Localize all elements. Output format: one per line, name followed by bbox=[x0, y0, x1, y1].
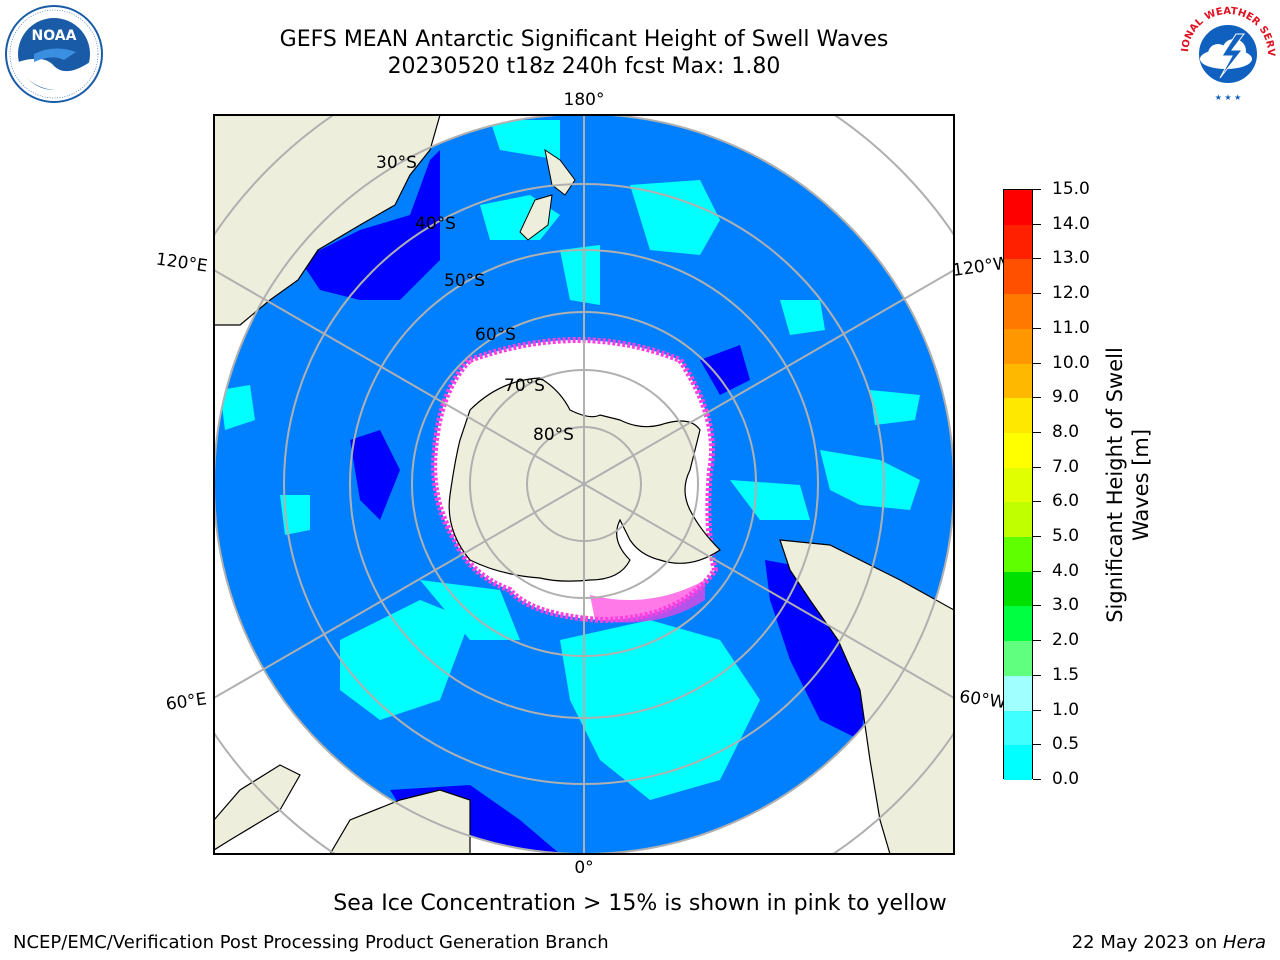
colorbar-label-line2: Waves [m] bbox=[1129, 428, 1153, 542]
colorbar-tick-mark bbox=[1033, 258, 1041, 260]
colorbar-tick-mark bbox=[1033, 327, 1041, 329]
colorbar-tick-mark bbox=[1033, 605, 1041, 607]
colorbar-segment bbox=[1004, 571, 1032, 607]
colorbar-tick-label: 10.0 bbox=[1052, 352, 1090, 373]
lat-label-40s: 40°S bbox=[415, 214, 456, 234]
colorbar-segment bbox=[1004, 710, 1032, 746]
colorbar-tick-label: 5.0 bbox=[1052, 526, 1080, 547]
colorbar-tick-label: 9.0 bbox=[1052, 387, 1080, 408]
colorbar-segment bbox=[1004, 294, 1032, 330]
colorbar-tick-label: 2.0 bbox=[1052, 630, 1080, 651]
nws-logo: NATIONAL WEATHER SERVICE ★ ★ ★ bbox=[1178, 4, 1276, 102]
lat-label-70s: 70°S bbox=[504, 376, 545, 396]
colorbar-tick-mark bbox=[1033, 640, 1041, 642]
colorbar-tick-label: 0.0 bbox=[1052, 769, 1080, 789]
colorbar bbox=[1003, 189, 1033, 781]
footer-date-text: 22 May 2023 on bbox=[1071, 932, 1223, 953]
colorbar-tick-label: 6.0 bbox=[1052, 491, 1080, 512]
colorbar-segment bbox=[1004, 363, 1032, 399]
colorbar-tick-label: 13.0 bbox=[1052, 248, 1090, 269]
chart-title: GEFS MEAN Antarctic Significant Height o… bbox=[279, 27, 889, 52]
colorbar-tick-mark bbox=[1033, 674, 1041, 676]
new-zealand-land bbox=[519, 148, 576, 241]
colorbar-tick-mark bbox=[1033, 709, 1041, 711]
colorbar-tick-mark bbox=[1033, 362, 1041, 364]
colorbar-label-line1: Significant Height of Swell bbox=[1103, 347, 1127, 623]
swell-moderate-regions bbox=[220, 120, 920, 800]
colorbar-tick-mark bbox=[1033, 536, 1041, 538]
lat-label-60s: 60°S bbox=[475, 325, 516, 345]
chart-subtitle: 20230520 t18z 240h fcst Max: 1.80 bbox=[387, 54, 781, 79]
colorbar-segment bbox=[1004, 502, 1032, 538]
colorbar-tick-label: 15.0 bbox=[1052, 179, 1090, 199]
colorbar-tick-label: 11.0 bbox=[1052, 317, 1090, 338]
footer-date: 22 May 2023 on Hera bbox=[1072, 932, 1266, 953]
colorbar-tick-label: 8.0 bbox=[1052, 421, 1080, 442]
colorbar-tick-mark bbox=[1033, 779, 1041, 780]
lat-label-80s: 80°S bbox=[533, 425, 574, 445]
lon-label-60e: 60°E bbox=[165, 689, 208, 714]
map-frame bbox=[213, 114, 955, 855]
colorbar-segment bbox=[1004, 432, 1032, 469]
colorbar-segment bbox=[1004, 224, 1032, 260]
colorbar-tick-label: 1.0 bbox=[1052, 699, 1080, 720]
colorbar-segment bbox=[1004, 328, 1032, 365]
colorbar-segment bbox=[1004, 190, 1032, 226]
colorbar-tick-mark bbox=[1033, 501, 1041, 503]
lon-label-180: 180° bbox=[564, 90, 605, 110]
colorbar-tick-label: 0.5 bbox=[1052, 734, 1080, 755]
colorbar-tick-mark bbox=[1033, 189, 1041, 190]
footer-host: Hera bbox=[1222, 932, 1266, 953]
footer-organization: NCEP/EMC/Verification Post Processing Pr… bbox=[13, 932, 609, 953]
colorbar-label: Significant Height of Swell Waves [m] bbox=[1102, 347, 1154, 623]
lat-label-50s: 50°S bbox=[444, 271, 485, 291]
colorbar-tick-label: 14.0 bbox=[1052, 213, 1090, 234]
colorbar-tick-mark bbox=[1033, 431, 1041, 433]
colorbar-tick-label: 4.0 bbox=[1052, 560, 1080, 581]
colorbar-tick-label: 1.5 bbox=[1052, 664, 1080, 685]
colorbar-tick-mark bbox=[1033, 397, 1041, 399]
colorbar-segment bbox=[1004, 467, 1032, 503]
colorbar-segment bbox=[1004, 606, 1032, 642]
colorbar-segment bbox=[1004, 641, 1032, 677]
colorbar-tick-mark bbox=[1033, 570, 1041, 572]
colorbar-tick-mark bbox=[1033, 293, 1041, 295]
svg-text:★ ★ ★: ★ ★ ★ bbox=[1215, 93, 1242, 102]
noaa-logo-text: NOAA bbox=[32, 28, 77, 44]
colorbar-segment bbox=[1004, 675, 1032, 712]
lon-label-60w: 60°W bbox=[958, 687, 1007, 713]
longitude-grid bbox=[214, 115, 954, 854]
colorbar-segment bbox=[1004, 537, 1032, 573]
colorbar-segment bbox=[1004, 398, 1032, 434]
lon-label-0: 0° bbox=[574, 858, 593, 878]
lon-label-120e: 120°E bbox=[155, 250, 209, 277]
colorbar-tick-label: 7.0 bbox=[1052, 456, 1080, 477]
colorbar-segment bbox=[1004, 259, 1032, 295]
colorbar-tick-mark bbox=[1033, 466, 1041, 468]
colorbar-tick-label: 12.0 bbox=[1052, 283, 1090, 304]
sea-ice-note: Sea Ice Concentration > 15% is shown in … bbox=[333, 891, 947, 916]
colorbar-segment bbox=[1004, 745, 1032, 781]
map-area: 30°S 40°S 50°S 60°S 70°S 80°S bbox=[214, 115, 954, 854]
colorbar-tick-mark bbox=[1033, 744, 1041, 746]
lat-label-30s: 30°S bbox=[376, 153, 417, 173]
colorbar-tick-mark bbox=[1033, 223, 1041, 225]
noaa-logo: NOAA bbox=[5, 5, 103, 103]
colorbar-tick-label: 3.0 bbox=[1052, 595, 1080, 616]
